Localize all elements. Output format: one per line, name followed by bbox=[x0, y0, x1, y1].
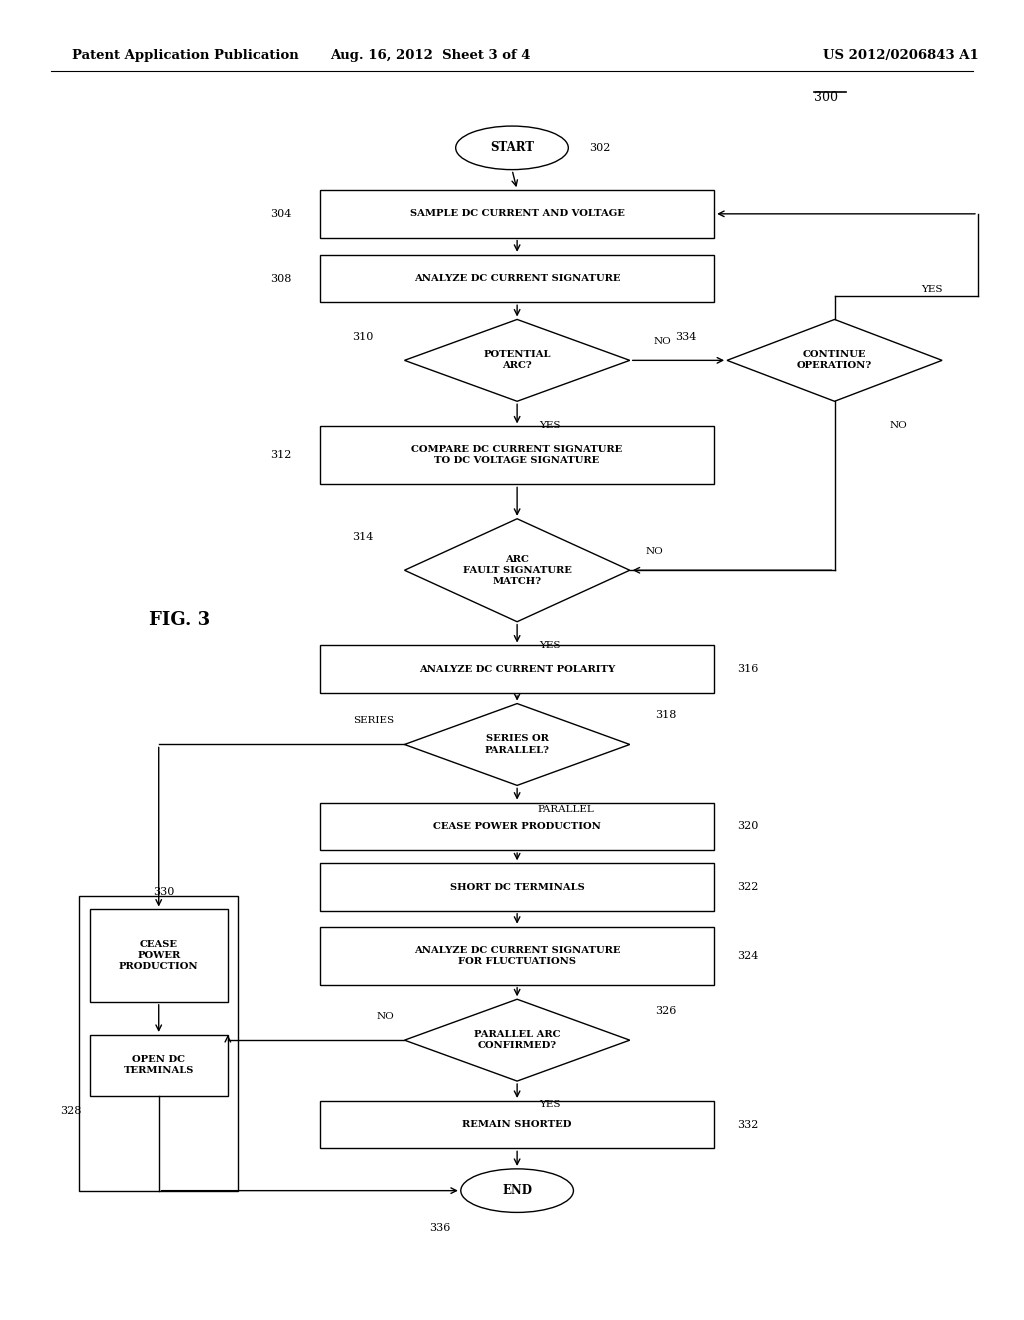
FancyBboxPatch shape bbox=[90, 909, 227, 1002]
Text: ANALYZE DC CURRENT SIGNATURE
FOR FLUCTUATIONS: ANALYZE DC CURRENT SIGNATURE FOR FLUCTUA… bbox=[414, 945, 621, 966]
Polygon shape bbox=[727, 319, 942, 401]
Polygon shape bbox=[404, 319, 630, 401]
Ellipse shape bbox=[456, 125, 568, 169]
Text: 332: 332 bbox=[737, 1119, 759, 1130]
Text: PARALLEL ARC
CONFIRMED?: PARALLEL ARC CONFIRMED? bbox=[474, 1030, 560, 1051]
Text: YES: YES bbox=[540, 642, 561, 649]
Text: SHORT DC TERMINALS: SHORT DC TERMINALS bbox=[450, 883, 585, 891]
Text: YES: YES bbox=[540, 1101, 561, 1109]
Text: 330: 330 bbox=[154, 887, 175, 898]
FancyBboxPatch shape bbox=[319, 803, 715, 850]
Text: START: START bbox=[490, 141, 534, 154]
Text: POTENTIAL
ARC?: POTENTIAL ARC? bbox=[483, 350, 551, 371]
Text: US 2012/0206843 A1: US 2012/0206843 A1 bbox=[823, 49, 979, 62]
Text: SERIES: SERIES bbox=[353, 717, 394, 725]
Text: CONTINUE
OPERATION?: CONTINUE OPERATION? bbox=[797, 350, 872, 371]
Text: 326: 326 bbox=[655, 1006, 677, 1016]
Text: 308: 308 bbox=[270, 273, 292, 284]
FancyBboxPatch shape bbox=[319, 927, 715, 985]
Text: PARALLEL: PARALLEL bbox=[538, 805, 594, 813]
Text: NO: NO bbox=[889, 421, 907, 429]
FancyBboxPatch shape bbox=[319, 426, 715, 484]
Text: SERIES OR
PARALLEL?: SERIES OR PARALLEL? bbox=[484, 734, 550, 755]
Text: 302: 302 bbox=[589, 143, 610, 153]
Text: COMPARE DC CURRENT SIGNATURE
TO DC VOLTAGE SIGNATURE: COMPARE DC CURRENT SIGNATURE TO DC VOLTA… bbox=[412, 445, 623, 466]
Text: END: END bbox=[502, 1184, 532, 1197]
Ellipse shape bbox=[461, 1170, 573, 1212]
Polygon shape bbox=[404, 704, 630, 785]
FancyBboxPatch shape bbox=[319, 1101, 715, 1148]
Text: Aug. 16, 2012  Sheet 3 of 4: Aug. 16, 2012 Sheet 3 of 4 bbox=[330, 49, 530, 62]
Text: CEASE POWER PRODUCTION: CEASE POWER PRODUCTION bbox=[433, 822, 601, 830]
Text: 328: 328 bbox=[60, 1106, 82, 1117]
Text: NO: NO bbox=[645, 548, 663, 556]
Text: NO: NO bbox=[653, 338, 672, 346]
Text: 300: 300 bbox=[814, 91, 838, 104]
Polygon shape bbox=[404, 519, 630, 622]
FancyBboxPatch shape bbox=[319, 645, 715, 693]
Text: CEASE
POWER
PRODUCTION: CEASE POWER PRODUCTION bbox=[119, 940, 199, 972]
Text: Patent Application Publication: Patent Application Publication bbox=[72, 49, 298, 62]
Text: YES: YES bbox=[540, 421, 561, 429]
Text: NO: NO bbox=[377, 1012, 394, 1020]
Text: ANALYZE DC CURRENT SIGNATURE: ANALYZE DC CURRENT SIGNATURE bbox=[414, 275, 621, 282]
FancyBboxPatch shape bbox=[319, 863, 715, 911]
Text: SAMPLE DC CURRENT AND VOLTAGE: SAMPLE DC CURRENT AND VOLTAGE bbox=[410, 210, 625, 218]
Text: FIG. 3: FIG. 3 bbox=[148, 611, 210, 630]
Text: 316: 316 bbox=[737, 664, 759, 675]
Text: 320: 320 bbox=[737, 821, 759, 832]
Text: YES: YES bbox=[922, 285, 942, 293]
FancyBboxPatch shape bbox=[319, 190, 715, 238]
Text: 318: 318 bbox=[655, 710, 677, 721]
Text: ARC
FAULT SIGNATURE
MATCH?: ARC FAULT SIGNATURE MATCH? bbox=[463, 554, 571, 586]
Text: 322: 322 bbox=[737, 882, 759, 892]
Polygon shape bbox=[404, 999, 630, 1081]
Text: ANALYZE DC CURRENT POLARITY: ANALYZE DC CURRENT POLARITY bbox=[419, 665, 615, 673]
Text: OPEN DC
TERMINALS: OPEN DC TERMINALS bbox=[124, 1055, 194, 1076]
Text: 314: 314 bbox=[352, 532, 374, 543]
Text: 336: 336 bbox=[429, 1222, 451, 1233]
FancyBboxPatch shape bbox=[90, 1035, 227, 1096]
Text: 304: 304 bbox=[270, 209, 292, 219]
Text: 324: 324 bbox=[737, 950, 759, 961]
FancyBboxPatch shape bbox=[319, 255, 715, 302]
Text: 312: 312 bbox=[270, 450, 292, 461]
Text: 310: 310 bbox=[352, 331, 374, 342]
Text: 334: 334 bbox=[675, 331, 696, 342]
Text: REMAIN SHORTED: REMAIN SHORTED bbox=[463, 1121, 571, 1129]
